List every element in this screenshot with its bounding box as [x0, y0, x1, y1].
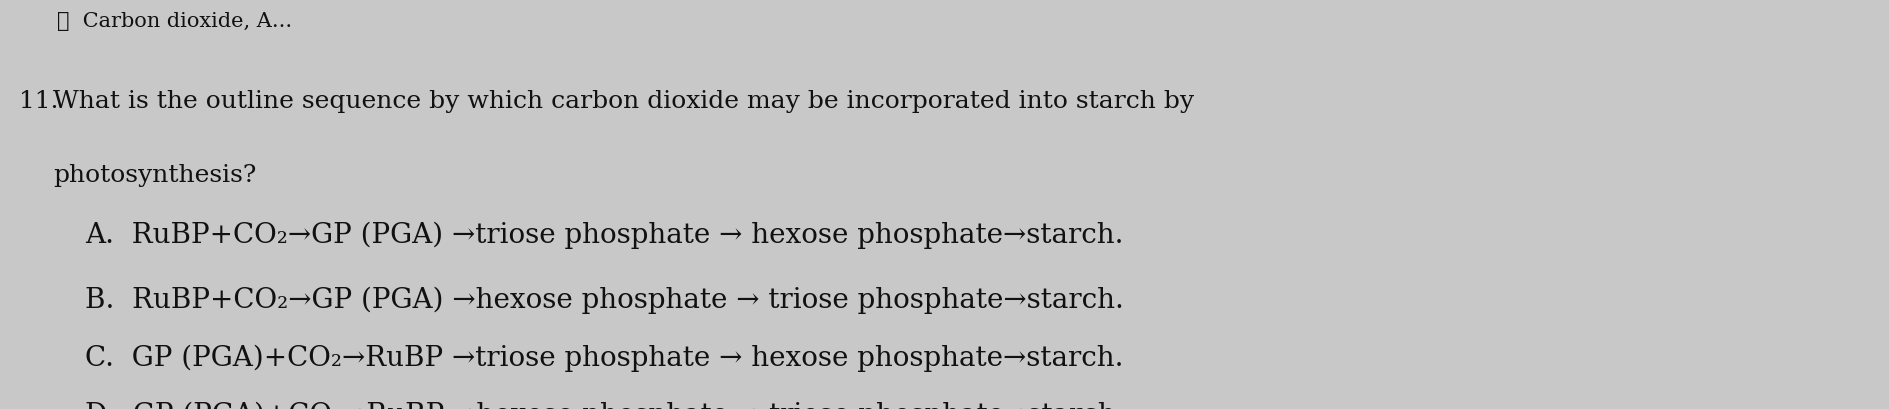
Text: What is the outline sequence by which carbon dioxide may be incorporated into st: What is the outline sequence by which ca…: [53, 90, 1194, 113]
Text: B.  RuBP+CO₂→GP (PGA) →hexose phosphate → triose phosphate→starch.: B. RuBP+CO₂→GP (PGA) →hexose phosphate →…: [85, 286, 1124, 314]
Text: photosynthesis?: photosynthesis?: [53, 164, 257, 187]
Text: ⓓ  Carbon dioxide, A...: ⓓ Carbon dioxide, A...: [57, 12, 291, 31]
Text: D.  GP (PGA)+CO₂→RuBP →hexose phosphate → triose phosphate→starch.: D. GP (PGA)+CO₂→RuBP →hexose phosphate →…: [85, 401, 1124, 409]
Text: C.  GP (PGA)+CO₂→RuBP →triose phosphate → hexose phosphate→starch.: C. GP (PGA)+CO₂→RuBP →triose phosphate →…: [85, 344, 1122, 371]
Text: 11.: 11.: [19, 90, 59, 113]
Text: A.  RuBP+CO₂→GP (PGA) →triose phosphate → hexose phosphate→starch.: A. RuBP+CO₂→GP (PGA) →triose phosphate →…: [85, 221, 1122, 248]
